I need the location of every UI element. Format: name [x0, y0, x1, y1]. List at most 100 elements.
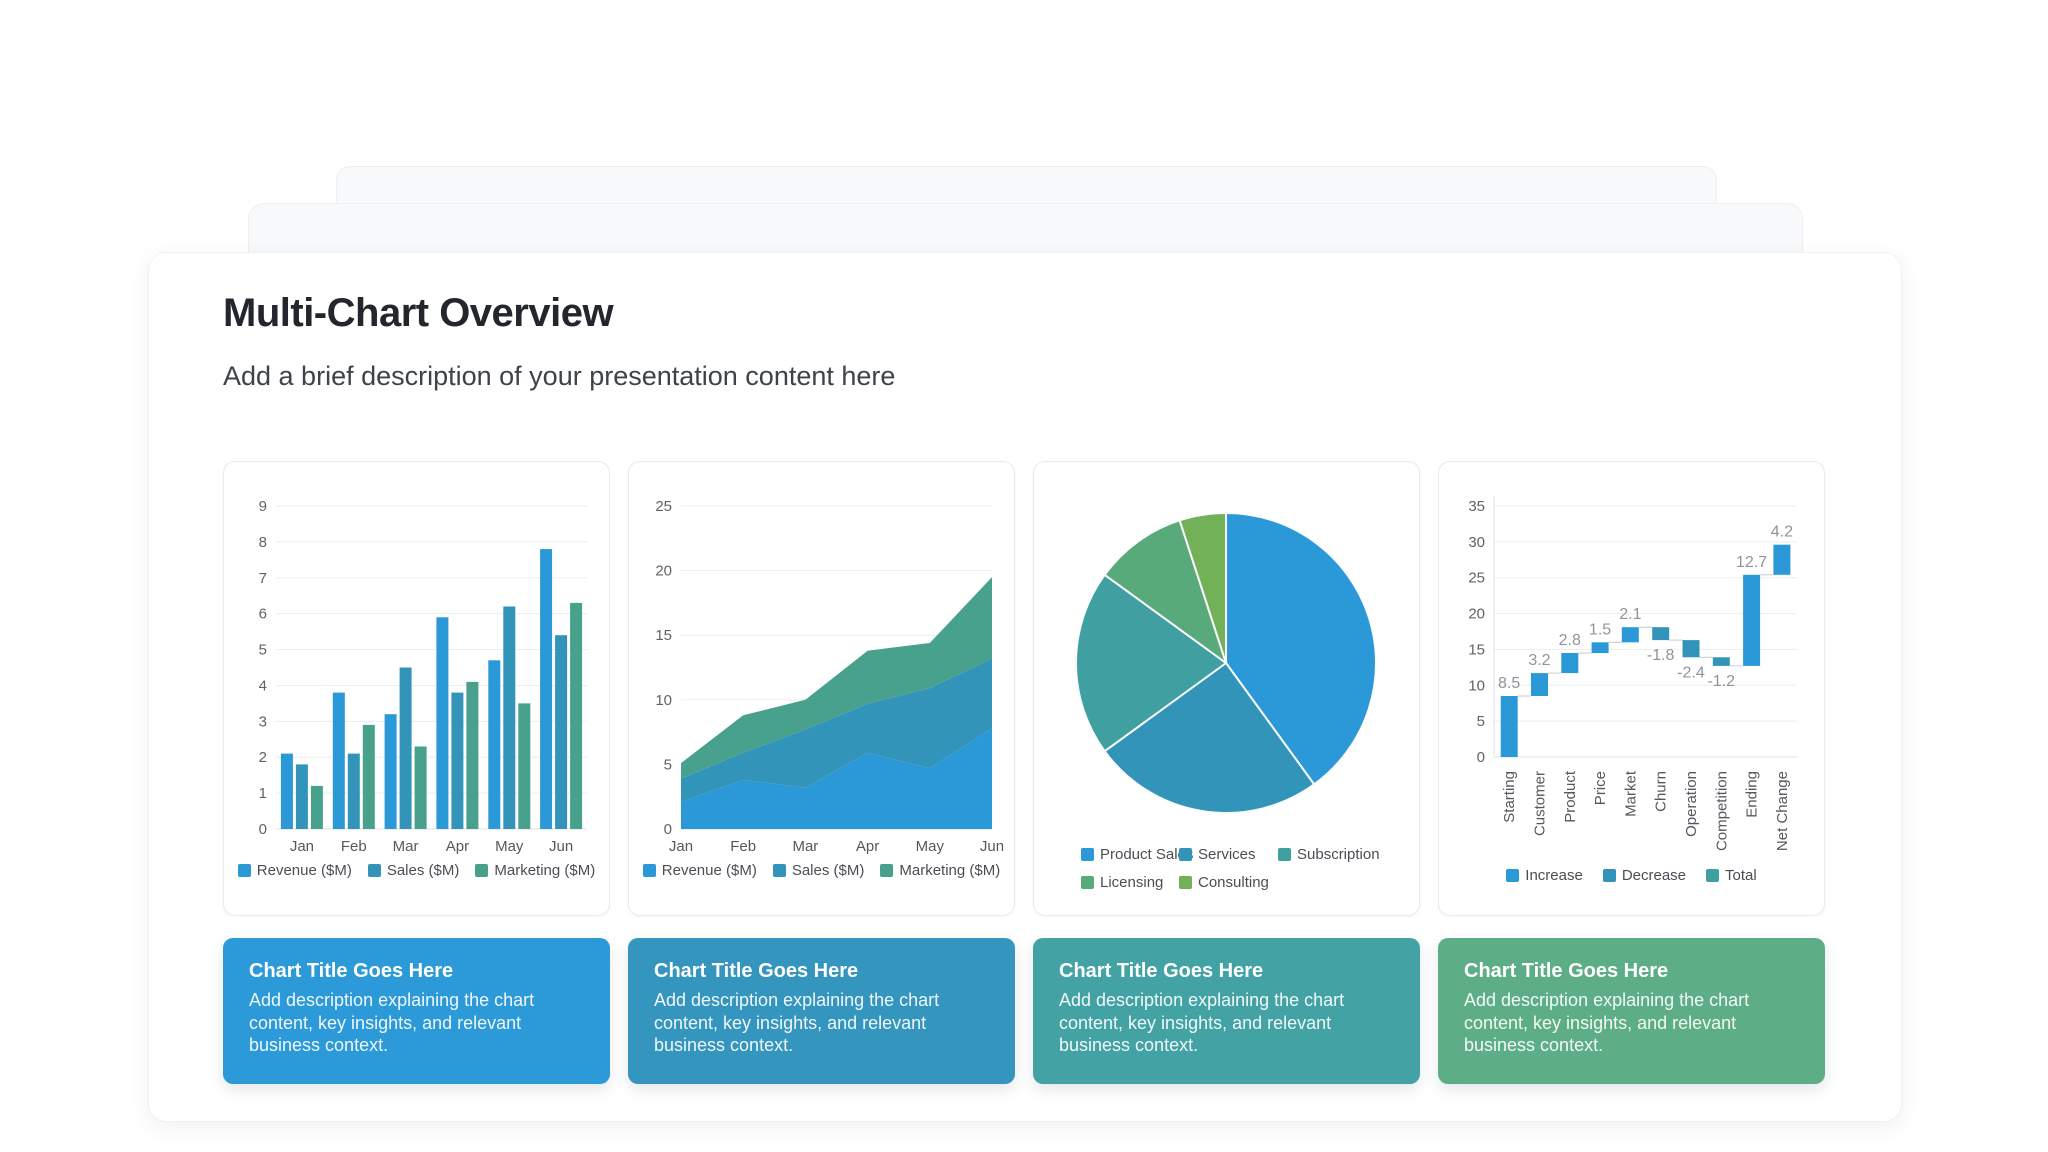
waterfall-chart: 0 5 10 15 20 25 30 35 8.5 Starting 3.2 Customer 2.8 P…	[1468, 496, 1797, 851]
caption-card-description: Add description explaining the chart con…	[249, 990, 535, 1056]
tick-label: 35	[1468, 498, 1485, 515]
tick-label: 25	[655, 498, 672, 515]
bar-marketing-m	[310, 785, 323, 829]
grouped-bar-chart: 0 1 2 3 4 5 6 7 8 9 Jan Feb Mar Apr May Jun	[259, 498, 587, 855]
waterfall-chart-panel: 0 5 10 15 20 25 30 35 8.5 Starting 3.2 Customer 2.8 P…	[1438, 461, 1825, 916]
tick-label: 9	[259, 498, 267, 515]
category-label: Jun	[980, 838, 1004, 855]
legend-swatch-icon	[367, 864, 381, 877]
value-label: 12.7	[1736, 554, 1767, 571]
pie-chart	[1075, 511, 1377, 814]
pie-slice-services	[1103, 661, 1316, 814]
value-label: -2.4	[1677, 664, 1705, 681]
legend-label: Decrease	[1621, 867, 1687, 884]
waterfall-bar-market	[1621, 627, 1639, 643]
waterfall-bar-starting	[1500, 696, 1518, 757]
area-layer-sales-m	[681, 658, 992, 802]
legend-swatch-icon	[1602, 869, 1616, 882]
caption-card-3: Chart Title Goes Here Add description ex…	[1033, 938, 1420, 1084]
tick-label: 0	[259, 821, 267, 838]
tick-label: 0	[664, 821, 672, 838]
pie-slice-consulting	[1178, 511, 1227, 664]
category-label: Price	[1592, 771, 1609, 805]
legend-label: Increase	[1525, 867, 1583, 884]
legend-item-sales-m: Sales ($M)	[772, 862, 865, 879]
category-label: Ending	[1744, 771, 1761, 818]
waterfall-bar-operation	[1682, 640, 1700, 658]
legend-label: Revenue ($M)	[256, 862, 352, 879]
legend-swatch-icon	[772, 864, 786, 877]
pie-chart-legend: Product Sales Services Subscription Licensi…	[1081, 846, 1380, 891]
area-chart-legend: Revenue ($M) Sales ($M) Marketing ($M)	[629, 862, 1014, 879]
bar-sales-m	[295, 764, 308, 829]
legend-swatch-icon	[1278, 848, 1291, 861]
bar-marketing-m	[570, 602, 583, 829]
tick-label: 20	[1468, 606, 1485, 623]
grouped-bar-chart-panel: 0 1 2 3 4 5 6 7 8 9 Jan Feb Mar Apr May Jun Revenue ($M)…	[223, 461, 610, 916]
legend-label: Licensing	[1100, 874, 1164, 891]
value-label: 3.2	[1528, 652, 1550, 669]
tick-label: 6	[259, 606, 267, 623]
legend-label: Marketing ($M)	[899, 862, 1001, 879]
bar-sales-m	[347, 753, 360, 829]
legend-item-sales-m: Sales ($M)	[367, 862, 460, 879]
value-label: -1.2	[1707, 673, 1735, 690]
slide-title: Multi-Chart Overview	[223, 291, 614, 335]
legend-label: Sales ($M)	[386, 862, 460, 879]
legend-label: Sales ($M)	[791, 862, 865, 879]
legend-item-revenue-m: Revenue ($M)	[642, 862, 757, 879]
category-label: May	[916, 838, 945, 855]
category-label: Operation	[1683, 771, 1700, 837]
legend-item-increase: Increase	[1506, 867, 1583, 884]
legend-label: Revenue ($M)	[661, 862, 757, 879]
value-label: 2.1	[1619, 606, 1641, 623]
bar-sales-m	[555, 635, 568, 829]
bar-revenue-m	[280, 753, 293, 829]
caption-card-4: Chart Title Goes Here Add description ex…	[1438, 938, 1825, 1084]
waterfall-bar-churn	[1652, 627, 1670, 641]
waterfall-bar-competition	[1712, 657, 1730, 666]
slide-subtitle: Add a brief description of your presenta…	[223, 361, 896, 391]
waterfall-bar-product	[1561, 653, 1579, 674]
legend-label: Consulting	[1198, 874, 1269, 891]
legend-swatch-icon	[1179, 848, 1192, 861]
category-label: Jan	[669, 838, 693, 855]
legend-swatch-icon	[237, 864, 251, 877]
bar-chart-legend: Revenue ($M) Sales ($M) Marketing ($M)	[224, 862, 609, 879]
tick-label: 2	[259, 749, 267, 766]
tick-label: 30	[1468, 534, 1485, 551]
bar-marketing-m	[362, 724, 375, 829]
legend-swatch-icon	[475, 864, 489, 877]
category-label: Feb	[730, 838, 756, 855]
legend-item-product-sales: Product Sales	[1081, 846, 1193, 863]
tick-label: 1	[259, 785, 267, 802]
tick-label: 10	[1468, 677, 1485, 694]
legend-item-consulting: Consulting	[1179, 874, 1278, 891]
legend-swatch-icon	[880, 864, 894, 877]
legend-item-services: Services	[1179, 846, 1278, 863]
bar-revenue-m	[384, 714, 397, 829]
bar-marketing-m	[466, 681, 479, 829]
category-label: Starting	[1501, 771, 1518, 823]
bar-sales-m	[503, 606, 516, 829]
legend-item-licensing: Licensing	[1081, 874, 1179, 891]
pie-chart-panel: Product Sales Services Subscription Licensi…	[1033, 461, 1420, 916]
tick-label: 15	[1468, 641, 1485, 658]
caption-cards-row: Chart Title Goes Here Add description ex…	[223, 938, 1825, 1084]
value-label: 4.2	[1771, 524, 1793, 541]
caption-card-title: Chart Title Goes Here	[654, 960, 859, 982]
tick-label: 15	[655, 627, 672, 644]
caption-card-2: Chart Title Goes Here Add description ex…	[628, 938, 1015, 1084]
legend-swatch-icon	[1081, 876, 1094, 889]
legend-swatch-icon	[1179, 876, 1192, 889]
legend-swatch-icon	[1506, 869, 1520, 882]
legend-item-marketing-m: Marketing ($M)	[880, 862, 1000, 879]
category-label: May	[495, 838, 524, 855]
bar-sales-m	[451, 692, 464, 829]
caption-card-title: Chart Title Goes Here	[1059, 960, 1264, 982]
pie-slice-subscription	[1075, 573, 1228, 753]
legend-item-marketing-m: Marketing ($M)	[475, 862, 595, 879]
legend-label: Subscription	[1297, 846, 1380, 863]
legend-label: Services	[1198, 846, 1256, 863]
